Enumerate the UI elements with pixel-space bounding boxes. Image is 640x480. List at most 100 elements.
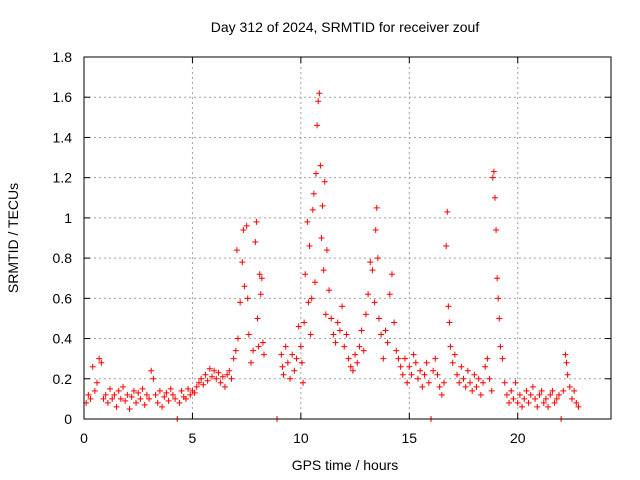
- data-point: [573, 399, 580, 406]
- data-point: [488, 387, 495, 394]
- data-point: [126, 405, 133, 412]
- data-point: [553, 395, 560, 402]
- data-point: [237, 299, 244, 306]
- data-point: [120, 383, 127, 390]
- data-point: [247, 359, 254, 366]
- data-point: [477, 391, 484, 398]
- data-point: [307, 331, 314, 338]
- data-point: [213, 375, 220, 382]
- data-point: [130, 387, 137, 394]
- data-point: [404, 379, 411, 386]
- data-point: [421, 371, 428, 378]
- data-point: [378, 331, 385, 338]
- data-point: [98, 359, 105, 366]
- data-point: [527, 391, 534, 398]
- data-point: [519, 403, 526, 410]
- data-point: [341, 343, 348, 350]
- data-point: [445, 303, 452, 310]
- data-point: [503, 391, 510, 398]
- data-point: [89, 363, 96, 370]
- y-tick-label: 0.8: [53, 250, 73, 266]
- data-point: [499, 355, 506, 362]
- data-point: [417, 367, 424, 374]
- data-point: [85, 391, 92, 398]
- data-point: [148, 367, 155, 374]
- y-tick-label: 0.2: [53, 371, 73, 387]
- data-point: [287, 375, 294, 382]
- data-point: [382, 327, 389, 334]
- data-point: [308, 295, 315, 302]
- data-point: [314, 122, 321, 129]
- data-point: [256, 271, 263, 278]
- data-point: [107, 385, 114, 392]
- data-point: [87, 395, 94, 402]
- data-point: [447, 343, 454, 350]
- data-point: [305, 299, 312, 306]
- data-point: [489, 174, 496, 181]
- data-point: [510, 395, 517, 402]
- data-point: [206, 365, 213, 372]
- data-point: [133, 399, 140, 406]
- data-point: [96, 355, 103, 362]
- data-point: [410, 351, 417, 358]
- data-point: [301, 319, 308, 326]
- data-point: [534, 403, 541, 410]
- data-point: [444, 208, 451, 215]
- data-point: [241, 283, 248, 290]
- data-point: [230, 355, 237, 362]
- data-point: [532, 395, 539, 402]
- data-point: [360, 347, 367, 354]
- data-point: [352, 351, 359, 358]
- data-point: [399, 371, 406, 378]
- x-tick-label: 0: [80, 430, 88, 446]
- data-point: [456, 379, 463, 386]
- data-point: [412, 359, 419, 366]
- data-point: [313, 170, 320, 177]
- data-point: [252, 239, 259, 246]
- data-point: [154, 399, 161, 406]
- data-point: [408, 371, 415, 378]
- data-point: [397, 363, 404, 370]
- data-point: [336, 327, 343, 334]
- data-point: [278, 351, 285, 358]
- data-point: [497, 343, 504, 350]
- data-point: [372, 226, 379, 233]
- x-tick-label: 15: [402, 430, 418, 446]
- data-point: [326, 287, 333, 294]
- data-point: [471, 371, 478, 378]
- data-point: [320, 267, 327, 274]
- data-point: [255, 343, 262, 350]
- data-point: [298, 359, 305, 366]
- data-point: [215, 369, 222, 376]
- data-point: [102, 391, 109, 398]
- data-point: [362, 311, 369, 318]
- data-point: [493, 226, 500, 233]
- data-point: [549, 387, 556, 394]
- data-point: [224, 371, 231, 378]
- data-point: [458, 363, 465, 370]
- data-point: [432, 355, 439, 362]
- data-point: [191, 389, 198, 396]
- data-point: [514, 399, 521, 406]
- data-point: [375, 315, 382, 322]
- data-point: [330, 331, 337, 338]
- data-point: [297, 343, 304, 350]
- data-point: [380, 355, 387, 362]
- data-point: [462, 383, 469, 390]
- data-point: [187, 391, 194, 398]
- data-point: [143, 391, 150, 398]
- data-point: [480, 379, 487, 386]
- data-point: [425, 379, 432, 386]
- data-point: [566, 383, 573, 390]
- data-points: [83, 90, 582, 422]
- data-point: [244, 295, 251, 302]
- plot-frame: [83, 56, 612, 420]
- data-point: [150, 375, 157, 382]
- data-point: [540, 399, 547, 406]
- data-point: [512, 379, 519, 386]
- data-point: [306, 243, 313, 250]
- data-point: [475, 375, 482, 382]
- data-point: [161, 393, 168, 400]
- data-point: [254, 315, 261, 322]
